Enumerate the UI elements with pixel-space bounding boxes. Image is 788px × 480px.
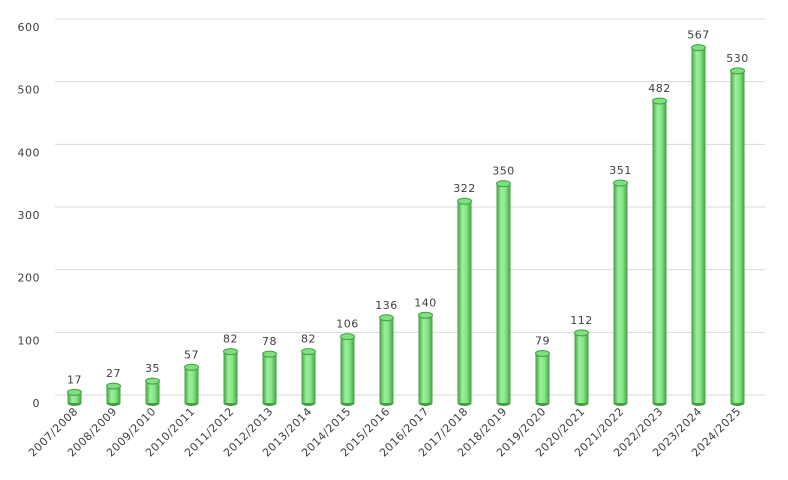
value-label: 350 [492, 165, 515, 178]
value-label: 79 [535, 334, 550, 347]
bar [223, 351, 238, 403]
bar [730, 70, 745, 403]
bar [418, 315, 433, 403]
bar [496, 183, 511, 403]
bar-cap [613, 179, 628, 187]
bar [106, 386, 121, 403]
value-label: 140 [414, 296, 437, 309]
bar [301, 351, 316, 403]
value-label: 351 [609, 164, 632, 177]
bar [652, 100, 667, 404]
bar-cap [106, 382, 121, 390]
bar-cap [262, 350, 277, 358]
bar [457, 201, 472, 403]
bar-cap [535, 349, 550, 357]
bar-cap [457, 197, 472, 205]
y-tick-label: 0 [33, 397, 41, 410]
bar [613, 183, 628, 403]
bar [262, 354, 277, 403]
bar [379, 317, 394, 403]
bar-cap [691, 44, 706, 52]
value-label: 567 [687, 29, 710, 42]
bar-cap [301, 348, 316, 356]
bar [67, 392, 82, 403]
bar-cap [418, 311, 433, 319]
value-label: 17 [67, 373, 82, 386]
bar-cap [496, 180, 511, 188]
value-label: 530 [726, 52, 749, 65]
value-label: 57 [184, 348, 199, 361]
bar [535, 353, 550, 403]
value-label: 78 [262, 335, 277, 348]
bar [340, 336, 355, 403]
value-label: 82 [223, 333, 238, 346]
value-label: 482 [648, 82, 671, 95]
value-label: 35 [145, 362, 160, 375]
value-label: 27 [106, 367, 121, 380]
bar-cap [67, 388, 82, 396]
bar [691, 47, 706, 404]
value-label: 106 [336, 318, 359, 331]
y-tick-label: 200 [18, 272, 41, 285]
bar-cap [574, 329, 589, 337]
value-label: 82 [301, 333, 316, 346]
value-label: 136 [375, 299, 398, 312]
bar-cap [145, 377, 160, 385]
y-tick-label: 600 [18, 21, 41, 34]
bar-cap [184, 363, 199, 371]
bar-cap [730, 67, 745, 75]
y-tick-label: 400 [18, 146, 41, 159]
bar [574, 332, 589, 403]
bar-cap [652, 97, 667, 105]
value-label: 322 [453, 182, 476, 195]
y-tick-label: 100 [18, 334, 41, 347]
y-tick-label: 500 [18, 84, 41, 97]
value-label: 112 [570, 314, 593, 327]
bar [184, 367, 199, 403]
y-tick-label: 300 [18, 209, 41, 222]
bar-cap [379, 314, 394, 322]
bar-cap [223, 348, 238, 356]
bar [145, 381, 160, 403]
bar-cap [340, 333, 355, 341]
